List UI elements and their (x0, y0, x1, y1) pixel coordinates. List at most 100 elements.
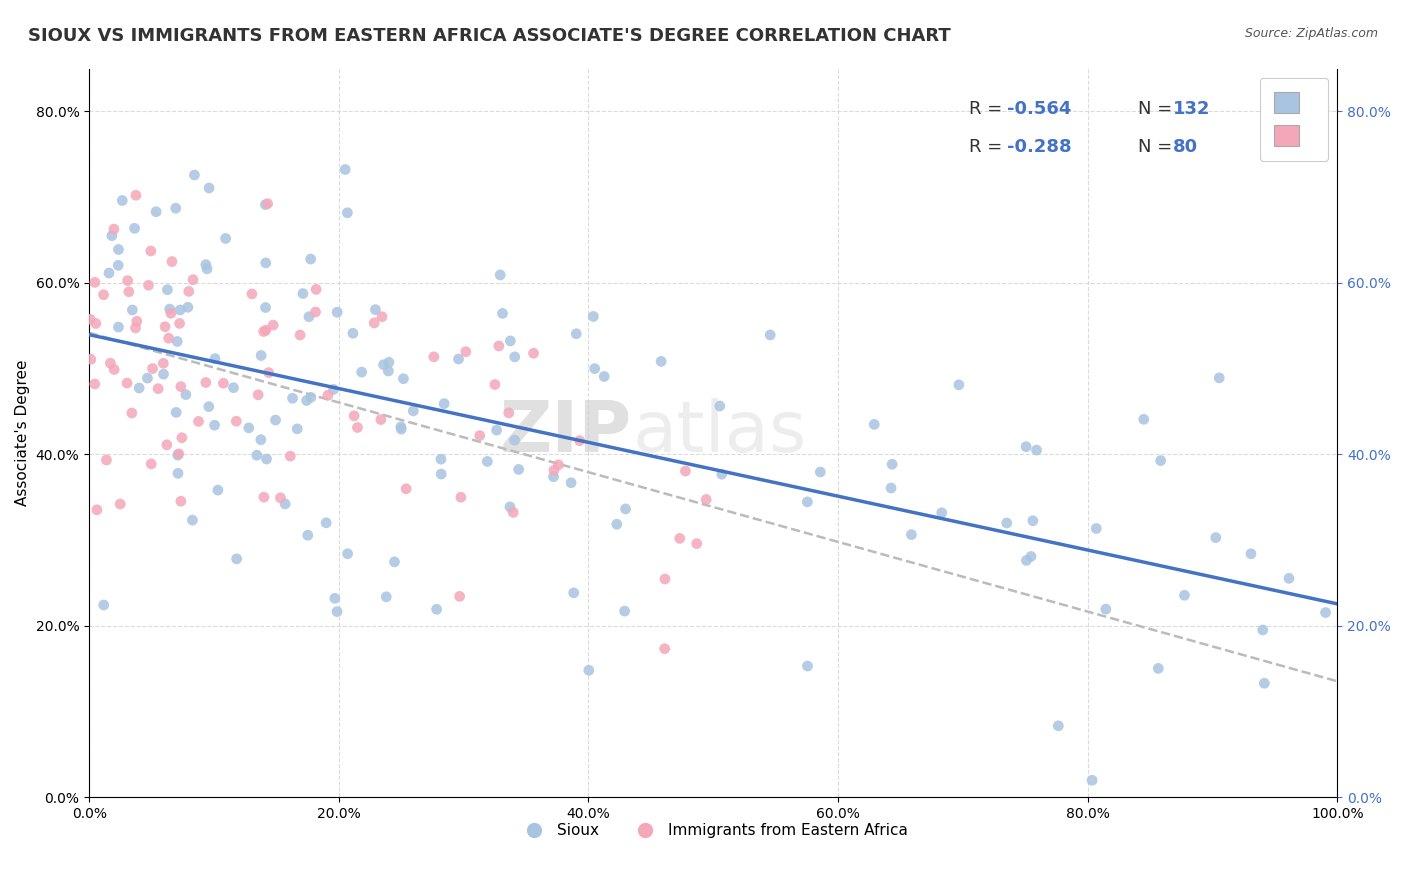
Point (389, 422, 412, 436)
Point (384, 555, 406, 569)
Point (166, 448, 188, 462)
Point (560, 475, 582, 490)
Point (107, 320, 129, 334)
Point (222, 381, 245, 395)
Point (156, 438, 179, 452)
Point (121, 302, 143, 317)
Point (499, 500, 522, 514)
Point (1047, 719, 1070, 733)
Text: 80: 80 (1173, 137, 1198, 155)
Point (167, 467, 190, 481)
Text: 132: 132 (1173, 100, 1211, 118)
Point (247, 388, 270, 402)
Point (253, 325, 276, 339)
Point (468, 428, 491, 442)
Point (433, 397, 456, 411)
Text: N =: N = (1137, 100, 1178, 118)
Text: N =: N = (1137, 137, 1178, 155)
Legend: Sioux, Immigrants from Eastern Africa: Sioux, Immigrants from Eastern Africa (513, 817, 914, 845)
Point (305, 282, 328, 296)
Point (578, 663, 600, 677)
Point (1253, 676, 1275, 690)
Point (342, 326, 364, 341)
Point (156, 283, 179, 297)
Point (880, 481, 903, 495)
Point (167, 447, 190, 461)
Point (1085, 521, 1108, 535)
Point (159, 301, 181, 316)
Point (1147, 661, 1170, 675)
Point (141, 361, 163, 376)
Point (256, 452, 278, 467)
Point (377, 364, 399, 378)
Point (426, 602, 449, 616)
Point (499, 334, 522, 348)
Point (375, 590, 398, 604)
Point (710, 467, 733, 482)
Point (709, 399, 731, 413)
Point (187, 414, 209, 428)
Point (264, 413, 287, 427)
Point (274, 497, 297, 511)
Point (145, 204, 167, 219)
Point (177, 300, 200, 314)
Point (225, 414, 247, 428)
Point (370, 412, 392, 426)
Point (1208, 371, 1230, 385)
Point (593, 369, 616, 384)
Point (254, 301, 277, 315)
Point (389, 420, 412, 434)
Point (364, 302, 387, 317)
Point (335, 162, 357, 177)
Point (395, 482, 418, 496)
Point (363, 316, 385, 330)
Point (80, 352, 103, 367)
Point (183, 168, 205, 182)
Point (298, 310, 321, 324)
Point (152, 356, 174, 370)
Point (152, 367, 174, 381)
Point (204, 351, 226, 366)
Point (256, 196, 278, 211)
Point (107, 258, 129, 272)
Point (547, 458, 569, 472)
Point (336, 206, 359, 220)
Point (485, 423, 508, 437)
Point (484, 377, 506, 392)
Point (498, 406, 520, 420)
Point (686, 536, 709, 550)
Point (108, 497, 131, 511)
Point (198, 181, 221, 195)
Point (207, 483, 229, 497)
Point (1251, 623, 1274, 637)
Text: SIOUX VS IMMIGRANTS FROM EASTERN AFRICA ASSOCIATE'S DEGREE CORRELATION CHART: SIOUX VS IMMIGRANTS FROM EASTERN AFRICA … (28, 27, 950, 45)
Point (565, 326, 588, 341)
Point (430, 467, 453, 481)
Point (115, 376, 138, 390)
Point (278, 449, 301, 463)
Point (543, 463, 565, 477)
Point (170, 379, 193, 393)
Point (153, 319, 176, 334)
Point (103, 362, 125, 376)
Point (336, 547, 359, 561)
Point (169, 317, 191, 331)
Point (257, 366, 280, 380)
Point (931, 506, 953, 520)
Point (668, 532, 690, 546)
Point (141, 457, 163, 471)
Point (170, 494, 193, 508)
Point (98, 266, 121, 280)
Point (101, 228, 124, 243)
Point (502, 505, 524, 519)
Point (86, 503, 108, 517)
Point (124, 321, 146, 335)
Point (447, 351, 470, 366)
Text: Source: ZipAtlas.com: Source: ZipAtlas.com (1244, 27, 1378, 40)
Point (157, 331, 180, 345)
Point (138, 278, 160, 293)
Point (373, 358, 395, 372)
Point (488, 339, 510, 353)
Point (285, 422, 308, 436)
Point (165, 201, 187, 215)
